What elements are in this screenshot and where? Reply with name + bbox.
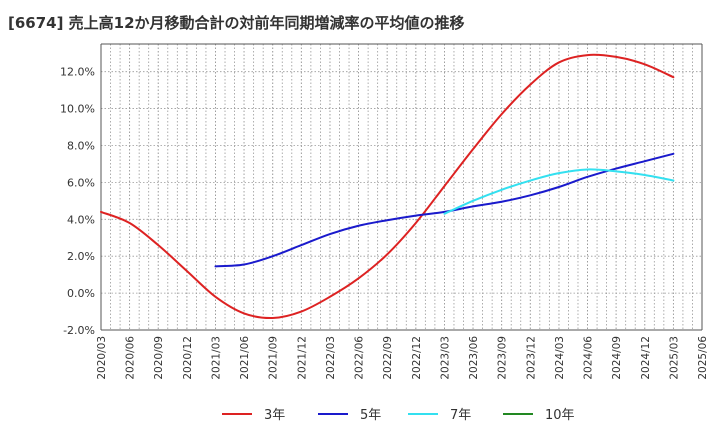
legend-label-3: 7年 [450,408,471,423]
chart-title: [6674] 売上高12か月移動合計の対前年同期増減率の平均値の推移 [8,14,465,32]
x-tick-label: 2024/06 [583,336,595,380]
x-tick-label: 2022/09 [382,336,394,380]
legend-label-2: 5年 [360,408,381,423]
x-tick-label: 2022/06 [354,336,366,380]
x-tick-label: 2025/03 [668,336,680,380]
x-tick-label: 2021/03 [210,336,222,380]
x-tick-label: 2020/03 [96,336,108,380]
y-tick-label: 0.0% [67,287,95,300]
x-tick-label: 2025/06 [697,336,709,380]
series-line-1 [100,53,675,320]
x-tick-label: 2021/06 [239,336,251,380]
x-tick-label: 2020/09 [153,336,165,380]
x-tick-label: 2022/12 [411,336,423,380]
y-tick-label: 2.0% [67,250,95,263]
x-tick-label: 2022/03 [325,336,337,380]
plot-area [101,44,702,330]
x-tick-label: 2024/03 [554,336,566,380]
y-tick-label: 10.0% [60,103,95,116]
legend-label-4: 10年 [545,408,575,423]
x-tick-label: 2024/09 [611,336,623,380]
y-tick-label: -2.0% [63,324,95,337]
y-tick-label: 12.0% [60,66,95,79]
x-tick-label: 2021/09 [268,336,280,380]
y-tick-label: 6.0% [67,176,95,189]
legend-label-1: 3年 [264,408,285,423]
x-tick-label: 2023/09 [497,336,509,380]
x-tick-label: 2023/06 [468,336,480,380]
y-tick-label: 4.0% [67,213,95,226]
series-line-3 [443,168,675,215]
x-tick-label: 2020/06 [125,336,137,380]
x-tick-label: 2021/12 [296,336,308,380]
series-line-2 [214,152,675,268]
x-tick-label: 2024/12 [640,336,652,380]
x-tick-label: 2023/12 [525,336,537,380]
y-tick-label: 8.0% [67,139,95,152]
x-tick-label: 2023/03 [439,336,451,380]
x-tick-label: 2020/12 [182,336,194,380]
